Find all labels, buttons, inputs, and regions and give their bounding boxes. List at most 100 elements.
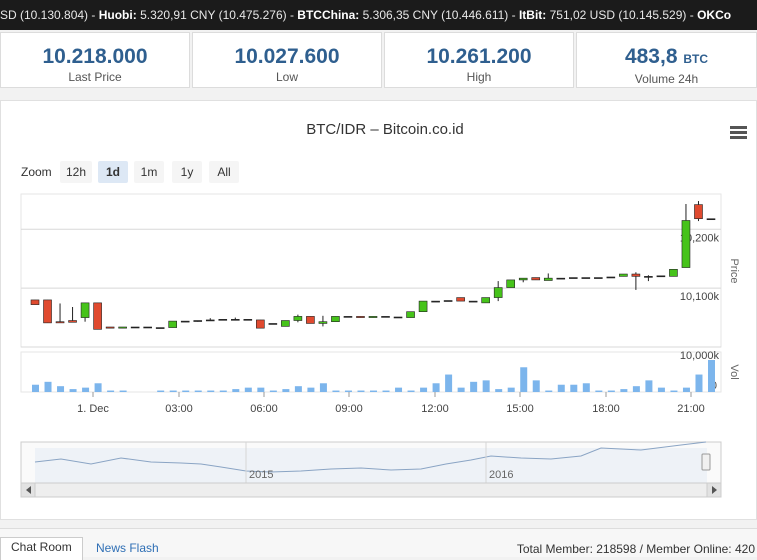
volume-bar [357, 390, 365, 392]
last-price-label: Last Price [68, 70, 122, 84]
volume-bar [582, 383, 590, 392]
candle-body [230, 319, 240, 321]
candle-body [531, 277, 541, 281]
candle-body [118, 326, 127, 329]
volume-bar [545, 390, 553, 392]
candle-body [443, 300, 453, 302]
volume-bar [695, 374, 703, 392]
volume-bar [470, 381, 478, 392]
x-tick-label: 12:00 [421, 403, 449, 415]
ticker-exchange-price: 5.320,91 CNY (10.475.276) [136, 8, 287, 22]
price-axis-label: Price [728, 258, 740, 283]
candle-body [406, 311, 415, 318]
candle-body [193, 320, 203, 322]
volume-bar [32, 384, 39, 392]
zoom-button-bg [209, 161, 239, 183]
x-tick-label: 18:00 [592, 403, 620, 415]
stat-volume: 483,8 BTC Volume 24h [576, 32, 757, 88]
volume-bar [269, 390, 277, 392]
volume-bar [319, 383, 327, 392]
volume-bar [395, 387, 403, 392]
volume-bar [344, 390, 352, 392]
candle-body [431, 300, 440, 303]
navigator-series-line [34, 441, 707, 473]
candle-body [318, 321, 328, 324]
zoom-button-1m[interactable]: 1m [134, 161, 164, 183]
candle-body [368, 316, 378, 318]
candle-body [356, 316, 365, 318]
footer-bar: Chat Room News Flash Total Member: 21859… [0, 528, 757, 560]
navigator-series-area [35, 448, 707, 483]
ticker-item: SD (10.130.804) [0, 8, 88, 22]
ticker-exchange-price: 751,02 USD (10.145.529) [546, 8, 687, 22]
zoom-button-All[interactable]: All [209, 161, 239, 183]
price-tick-label: 10,000k [680, 350, 720, 362]
volume-bar [520, 367, 528, 392]
x-tick-label: 21:00 [677, 403, 705, 415]
volume-unit: BTC [683, 52, 709, 66]
candle-body [331, 316, 340, 322]
candle-body [543, 277, 553, 281]
candle-body [706, 218, 716, 221]
tab-news-flash[interactable]: News Flash [96, 541, 159, 555]
x-tick-label: 09:00 [335, 403, 363, 415]
volume-bar [244, 387, 252, 392]
high-value: 10.261.200 [426, 45, 532, 68]
ticker-separator: - [88, 8, 99, 22]
volume-bar [169, 390, 177, 392]
volume-bar [632, 386, 640, 392]
volume-bar [44, 381, 52, 392]
candle-body [155, 327, 165, 329]
arrow-right-icon [712, 486, 717, 494]
ticker-item: ItBit: 751,02 USD (10.145.529) [519, 8, 686, 22]
hamburger-menu-icon[interactable] [730, 126, 747, 139]
candle-body [381, 316, 390, 318]
candle-body [518, 277, 528, 281]
volume-axis-label: Vol [728, 364, 740, 379]
tab-chat-room[interactable]: Chat Room [0, 537, 83, 560]
x-tick-label: 06:00 [250, 403, 278, 415]
volume-bar [119, 390, 127, 392]
volume-bar [645, 380, 653, 392]
last-price-value: 10.218.000 [42, 45, 148, 68]
candle-body [80, 302, 90, 318]
zoom-button-bg [134, 161, 164, 183]
candle-body [130, 326, 140, 329]
volume-bar [94, 383, 102, 392]
zoom-button-12h[interactable]: 12h [60, 161, 92, 183]
navigator-year-label: 2015 [249, 469, 273, 481]
zoom-button-1y[interactable]: 1y [172, 161, 202, 183]
chart-panel: BTC/IDR – Bitcoin.co.id Zoom 12h 1d 1m 1y Al… [0, 100, 757, 520]
price-ticker: SD (10.130.804) - Huobi: 5.320,91 CNY (1… [0, 0, 757, 30]
candle-body [631, 273, 641, 277]
candle-body [243, 319, 253, 321]
volume-bar [607, 390, 615, 392]
candle-body [218, 319, 228, 321]
x-tick-label: 1. Dec [77, 403, 109, 415]
x-tick-label: 15:00 [506, 403, 534, 415]
candle-body [143, 326, 152, 329]
candle-body [468, 300, 478, 303]
ticker-separator: - [508, 8, 519, 22]
candle-body [619, 273, 628, 277]
candle-body [656, 275, 666, 278]
price-chart[interactable]: BTC/IDR – Bitcoin.co.id Zoom 12h 1d 1m 1y Al… [1, 101, 757, 521]
volume-bar [445, 374, 453, 392]
scrollbar-track[interactable] [20, 482, 722, 498]
candle-body [43, 299, 52, 324]
candle-body [594, 277, 603, 279]
ticker-exchange-name: ItBit: [518, 8, 547, 22]
volume-bar [457, 387, 465, 392]
volume-pane-frame [20, 351, 722, 393]
zoom-button-1d[interactable]: 1d [98, 161, 128, 183]
volume-bar [482, 380, 490, 392]
volume-bar [194, 390, 202, 392]
volume-bar [620, 389, 628, 392]
candle-body [306, 316, 315, 324]
high-label: High [466, 70, 492, 84]
volume-bar [382, 390, 390, 392]
volume-bar [682, 387, 690, 392]
ticker-item: BTCChina: 5.306,35 CNY (10.446.611) [297, 8, 508, 22]
candle-body [393, 316, 403, 319]
navigator-handle[interactable] [701, 453, 711, 471]
